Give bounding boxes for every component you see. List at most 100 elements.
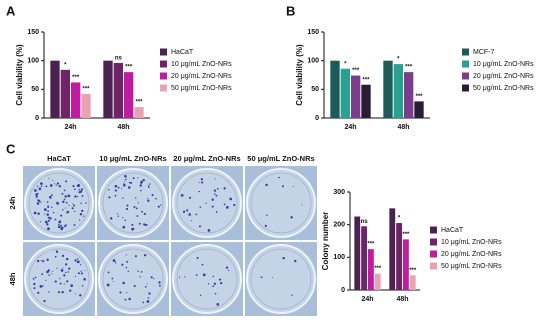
colony-dot <box>124 298 127 301</box>
colony-dot <box>109 217 113 220</box>
bar <box>383 60 393 118</box>
colony-dot <box>155 197 157 200</box>
colony-dot <box>117 186 120 189</box>
colony-dot <box>84 269 86 271</box>
colony-dot <box>211 205 214 208</box>
colony-dot <box>131 223 134 226</box>
colony-dot <box>144 286 147 288</box>
colony-dot <box>116 213 119 215</box>
colony-dot <box>49 184 53 187</box>
colony-dot <box>42 285 44 287</box>
colony-dot <box>142 301 145 304</box>
colony-dot <box>60 224 62 227</box>
colony-dot <box>140 189 142 192</box>
y-tick-label: 200 <box>333 222 345 229</box>
colony-dot <box>79 294 82 297</box>
significance-label: *** <box>352 68 360 74</box>
colony-dot <box>152 277 155 280</box>
dish-rim <box>176 172 238 234</box>
y-tick-label: 0 <box>35 115 39 122</box>
colony-dot <box>60 269 64 272</box>
colony-dot <box>140 271 143 273</box>
colony-dot <box>114 262 117 264</box>
colony-dot <box>46 270 49 274</box>
colony-dot <box>66 280 69 283</box>
colony-dot <box>63 198 66 201</box>
colony-dot <box>180 194 184 197</box>
colony-dot <box>36 259 40 263</box>
colony-dot <box>57 225 61 229</box>
colony-dot <box>37 291 40 294</box>
colony-dot <box>143 223 146 226</box>
y-tick-label: 50 <box>311 86 319 93</box>
colony-dot <box>65 201 68 204</box>
colony-dot <box>55 184 57 186</box>
colony-dot <box>114 189 117 192</box>
colony-dot <box>107 271 110 274</box>
colony-dot <box>137 202 140 204</box>
bar <box>389 208 396 290</box>
legend-swatch <box>430 250 437 258</box>
significance-label: * <box>398 216 401 222</box>
significance-label: *** <box>367 242 375 248</box>
image-row-label: 48h <box>8 272 17 285</box>
colony-dot <box>150 276 153 279</box>
x-tick-label: 48h <box>397 124 409 131</box>
colony-dot <box>294 259 297 263</box>
y-tick-label: 100 <box>27 58 39 65</box>
colony-dot <box>43 299 46 303</box>
legend-label: MCF-7 <box>473 49 494 56</box>
image-column-label: 20 μg/mL ZnO-NRs <box>173 154 240 163</box>
colony-dot <box>136 215 139 217</box>
colony-dot <box>122 216 124 219</box>
colony-dot <box>40 185 43 188</box>
colony-dot <box>47 216 50 219</box>
legend-swatch <box>462 84 469 92</box>
colony-dot <box>117 215 119 217</box>
dish <box>246 244 316 314</box>
legend-swatch <box>430 226 437 234</box>
image-row-label: 24h <box>8 196 17 209</box>
colony-dot <box>124 219 126 222</box>
colony-dot <box>115 261 117 263</box>
colony-dot <box>65 180 68 183</box>
significance-label: * <box>64 62 67 68</box>
colony-dot <box>65 225 67 227</box>
y-axis-label: Cell viability (%) <box>295 44 304 106</box>
colony-dot <box>125 254 127 256</box>
bar <box>71 82 81 118</box>
y-tick-label: 0 <box>341 287 345 294</box>
colony-dot <box>48 291 50 293</box>
x-tick-label: 24h <box>361 296 373 303</box>
dish-rim <box>28 172 90 234</box>
colony-dot <box>132 177 135 180</box>
colony-dot <box>186 209 189 212</box>
colony-dot <box>69 289 72 292</box>
colony-dot <box>47 227 50 231</box>
x-tick-label: 24h <box>64 124 76 131</box>
colony-dot <box>52 211 55 214</box>
colony-dot <box>73 204 76 207</box>
colony-dot <box>60 214 63 217</box>
y-tick-label: 100 <box>307 58 319 65</box>
bar <box>404 72 414 118</box>
colony-dot <box>47 269 50 272</box>
colony-dot <box>70 284 74 288</box>
colony-dot <box>207 229 211 232</box>
colony-dot <box>64 195 67 198</box>
colony-dot <box>112 259 116 262</box>
significance-label: *** <box>362 77 370 83</box>
colony-dot <box>39 285 43 288</box>
colony-dot <box>198 182 200 184</box>
colony-dot <box>227 269 230 271</box>
colony-dot <box>292 186 294 188</box>
colony-dot <box>291 294 293 297</box>
significance-label: *** <box>72 75 80 81</box>
colony-dot <box>63 283 65 285</box>
legend-swatch <box>160 60 167 68</box>
colony-dot <box>124 180 126 182</box>
colony-dot <box>46 213 49 216</box>
colony-dot <box>67 271 70 273</box>
bar <box>414 101 424 118</box>
